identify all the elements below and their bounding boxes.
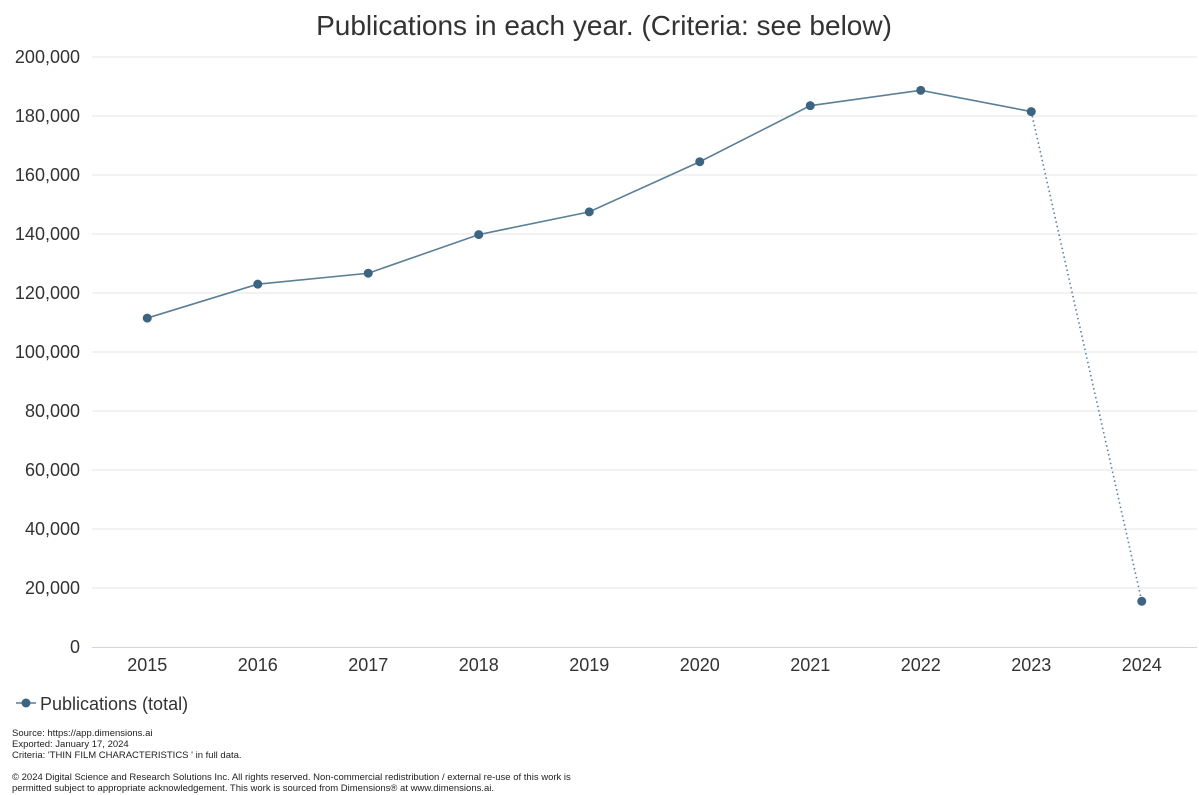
chart-title: Publications in each year. (Criteria: se…: [316, 10, 892, 41]
data-point-2024[interactable]: [1137, 596, 1147, 606]
data-point-2021[interactable]: [805, 101, 815, 111]
publications-chart: Publications in each year. (Criteria: se…: [15, 10, 1197, 714]
data-point-2018[interactable]: [474, 230, 484, 240]
x-tick-label: 2019: [569, 655, 609, 675]
y-tick-label: 80,000: [25, 401, 80, 421]
series-line: [147, 89, 1032, 319]
source-info: Source: https://app.dimensions.ai Export…: [12, 728, 242, 761]
data-point-2017[interactable]: [363, 268, 373, 278]
criteria-text: Criteria: 'THIN FILM CHARACTERISTICS ' i…: [12, 750, 242, 761]
grid-lines: [92, 56, 1197, 589]
copyright-line-2: permitted subject to appropriate acknowl…: [12, 783, 495, 794]
legend-marker-symbol: [21, 698, 31, 708]
series-publications-total: [142, 85, 1147, 606]
exported-text: Exported: January 17, 2024: [12, 739, 129, 750]
x-tick-label: 2023: [1011, 655, 1051, 675]
y-tick-label: 120,000: [15, 283, 80, 303]
data-point-2015[interactable]: [142, 313, 152, 323]
y-tick-label: 0: [70, 637, 80, 657]
y-tick-label: 160,000: [15, 165, 80, 185]
x-tick-label: 2021: [790, 655, 830, 675]
x-tick-label: 2017: [348, 655, 388, 675]
y-tick-label: 140,000: [15, 224, 80, 244]
x-tick-label: 2024: [1122, 655, 1162, 675]
source-text: Source: https://app.dimensions.ai: [12, 728, 153, 739]
legend[interactable]: Publications (total): [16, 694, 188, 714]
copyright-line-1: © 2024 Digital Science and Research Solu…: [12, 772, 571, 783]
x-axis-tick-labels: 2015 2016 2017 2018 2019 2020 2021 2022 2023 2024: [127, 655, 1162, 675]
copyright-info: © 2024 Digital Science and Research Solu…: [12, 772, 571, 794]
data-point-2020[interactable]: [695, 157, 705, 167]
x-tick-label: 2015: [127, 655, 167, 675]
x-tick-label: 2022: [901, 655, 941, 675]
legend-item-publications-total[interactable]: Publications (total): [40, 694, 188, 714]
x-tick-label: 2020: [680, 655, 720, 675]
data-point-2023[interactable]: [1026, 107, 1036, 117]
data-point-2019[interactable]: [584, 207, 594, 217]
data-point-2022[interactable]: [916, 85, 926, 95]
x-tick-label: 2018: [459, 655, 499, 675]
y-tick-label: 40,000: [25, 519, 80, 539]
x-tick-label: 2016: [238, 655, 278, 675]
series-line-incomplete-year: [1030, 111, 1143, 602]
y-tick-label: 100,000: [15, 342, 80, 362]
y-axis-tick-labels: 0 20,000 40,000 60,000 80,000 100,000 120,000 1…: [15, 47, 80, 657]
data-point-2016[interactable]: [253, 279, 263, 289]
y-tick-label: 180,000: [15, 106, 80, 126]
y-tick-label: 200,000: [15, 47, 80, 67]
y-tick-label: 60,000: [25, 460, 80, 480]
y-tick-label: 20,000: [25, 578, 80, 598]
